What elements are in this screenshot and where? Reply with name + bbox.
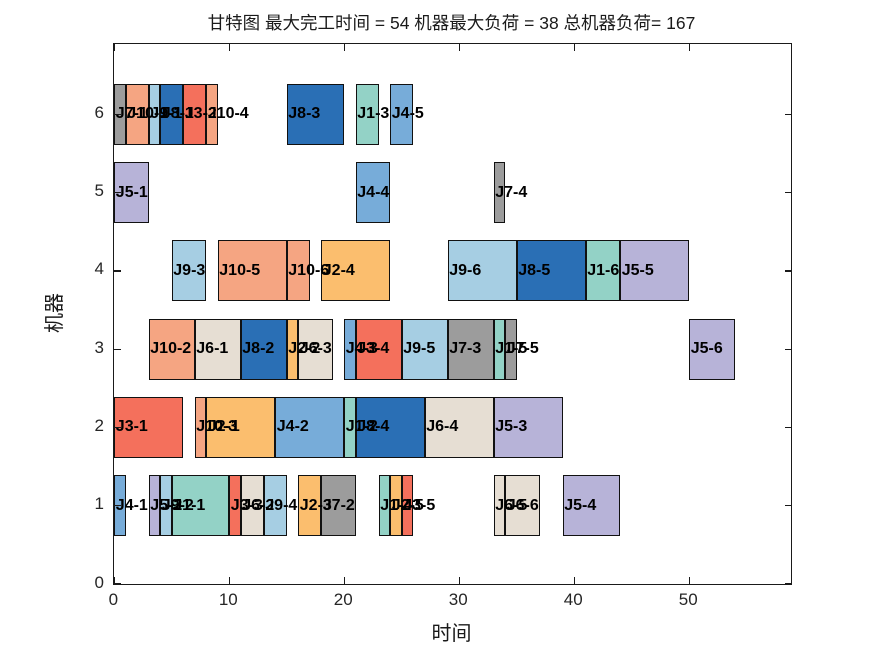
y-tick-mark: [114, 583, 122, 585]
gantt-bar-J10-2: [148, 318, 195, 380]
y-tick-mark: [785, 426, 793, 429]
gantt-bar-J9-5: [401, 318, 448, 380]
gantt-bar-J1-6: [585, 240, 621, 302]
gantt-bar-J6-5: [493, 475, 506, 537]
gantt-bar-J7-5: [505, 318, 517, 380]
y-tick-mark: [114, 348, 122, 350]
gantt-bar-J6-6: [505, 475, 540, 537]
gantt-bar-J6-1: [194, 318, 241, 380]
gantt-bar-J4-4: [355, 162, 391, 224]
x-tick-mark: [458, 44, 460, 51]
y-tick-mark: [785, 583, 793, 585]
x-tick-mark: [688, 44, 690, 51]
y-tick-label: 0: [94, 572, 104, 592]
x-tick-label: 40: [563, 590, 583, 609]
gantt-bar-J9-3: [171, 240, 207, 302]
gantt-bar-J5-3: [493, 396, 563, 458]
y-tick-mark: [785, 270, 793, 272]
gantt-bar-J7-3: [447, 318, 494, 380]
x-axis-label: 时间: [431, 623, 472, 645]
gantt-bar-J3-4: [355, 318, 402, 380]
gantt-bar-J1-4: [378, 475, 391, 537]
gantt-bar-J4-2: [275, 396, 345, 458]
x-tick-mark: [688, 577, 690, 584]
gantt-bar-J8-1: [160, 83, 184, 145]
x-tick-label: 10: [218, 590, 238, 609]
gantt-bar-J1-5: [493, 318, 506, 380]
gantt-bar-J2-2: [286, 318, 299, 380]
y-tick-label: 2: [94, 415, 104, 435]
plot-area: J4-1 J5-2 J9-2 J1-1 J3-3 J6-2 J9-4 J2-3 J7-2 J1-4…: [113, 43, 793, 585]
gantt-bar-J3-1: [114, 396, 184, 458]
gantt-bar-J8-3: [286, 83, 345, 145]
gantt-bar-J8-4: [355, 396, 425, 458]
y-tick-mark: [785, 348, 793, 350]
gantt-bar-J8-2: [240, 318, 287, 380]
x-tick-label: 0: [108, 590, 119, 609]
gantt-bar-J6-4: [424, 396, 494, 458]
gantt-bar-J10-5: [217, 240, 287, 302]
gantt-bar-J3-2: [183, 83, 207, 145]
y-tick-mark: [785, 505, 793, 507]
x-tick-mark: [113, 44, 115, 51]
x-tick-mark: [458, 577, 460, 584]
x-tick-mark: [343, 44, 345, 51]
gantt-bar-J9-2: [160, 475, 172, 537]
gantt-bar-J6-3: [298, 318, 333, 380]
gantt-bar-J10-3: [194, 396, 207, 458]
y-tick-mark: [785, 113, 793, 116]
gantt-bar-J4-3: [344, 318, 356, 380]
gantt-bar-J2-4: [321, 240, 391, 302]
x-tick-mark: [228, 577, 230, 584]
gantt-bar-J10-1: [125, 83, 149, 145]
x-tick-mark: [228, 44, 230, 51]
y-tick-mark: [114, 426, 122, 429]
gantt-bar-J7-4: [493, 162, 506, 224]
gantt-bar-J5-5: [620, 240, 690, 302]
x-tick-label: 20: [333, 590, 353, 609]
x-tick-mark: [113, 577, 115, 584]
gantt-bar-J2-5: [390, 475, 402, 537]
y-tick-mark: [114, 113, 122, 116]
y-tick-label: 1: [94, 494, 104, 514]
gantt-bar-J1-1: [171, 475, 230, 537]
gantt-bar-J5-4: [562, 475, 621, 537]
y-tick-label: 3: [94, 337, 104, 357]
gantt-bar-J1-3: [355, 83, 379, 145]
gantt-bar-J9-6: [447, 240, 517, 302]
y-tick-mark: [114, 270, 122, 272]
y-tick-mark: [114, 192, 122, 194]
gantt-bar-J9-1: [148, 83, 161, 145]
gantt-bar-J6-2: [240, 475, 264, 537]
y-tick-mark: [114, 505, 122, 507]
y-tick-label: 4: [94, 259, 104, 279]
y-axis-label: 机器: [44, 293, 66, 333]
y-tick-label: 6: [94, 102, 104, 122]
x-tick-label: 50: [678, 590, 698, 609]
gantt-bar-J5-6: [689, 318, 736, 380]
x-tick-mark: [573, 44, 575, 51]
gantt-bar-J10-4: [206, 83, 218, 145]
y-tick-mark: [785, 192, 793, 194]
x-tick-label: 30: [448, 590, 468, 609]
gantt-bar-J8-5: [516, 240, 586, 302]
chart-title: 甘特图 最大完工时间 = 54 机器最大负荷 = 38 总机器负荷= 167: [207, 13, 696, 33]
x-tick-mark: [573, 577, 575, 584]
gantt-bar-J10-6: [286, 240, 310, 302]
gantt-bar-J7-2: [321, 475, 356, 537]
gantt-bar-J4-5: [390, 83, 414, 145]
gantt-bar-J2-1: [206, 396, 276, 458]
gantt-bar-J1-2: [344, 396, 356, 458]
y-tick-label: 5: [94, 181, 104, 201]
gantt-bar-J2-3: [298, 475, 322, 537]
gantt-bar-J5-2: [148, 475, 161, 537]
gantt-bar-J9-4: [263, 475, 287, 537]
gantt-bar-J3-3: [229, 475, 241, 537]
x-tick-mark: [343, 577, 345, 584]
gantt-bar-J3-5: [401, 475, 414, 537]
